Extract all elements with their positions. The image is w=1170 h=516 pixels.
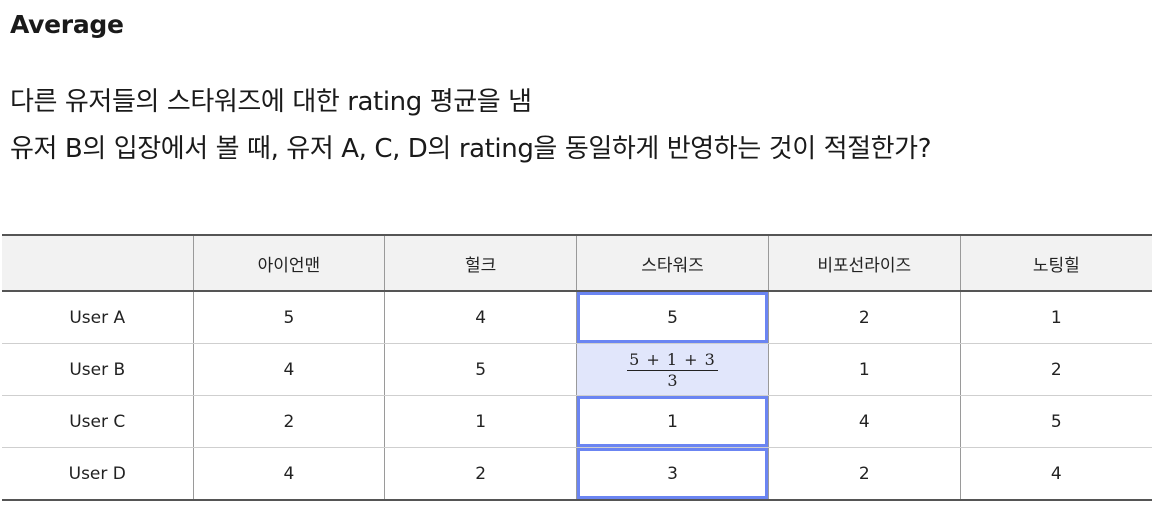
row-user-label: User A xyxy=(2,291,194,344)
fraction-numerator: 5 + 1 + 3 xyxy=(627,349,718,371)
column-header: 헐크 xyxy=(384,234,578,292)
rating-cell: 5 xyxy=(192,291,386,344)
column-header: 스타워즈 xyxy=(576,234,769,292)
rating-cell: 4 xyxy=(192,447,386,501)
page-title: Average xyxy=(10,10,124,39)
row-user-label: User C xyxy=(2,395,194,448)
column-header: 노팅힐 xyxy=(959,234,1152,292)
ratings-table: 아이언맨 헐크 스타워즈 비포선라이즈 노팅힐 User A 5 4 5 2 1… xyxy=(2,234,1152,501)
rating-cell: 2 xyxy=(767,291,961,344)
rating-cell: 2 xyxy=(959,343,1152,396)
rating-cell: 2 xyxy=(384,447,578,501)
rating-cell: 5 xyxy=(384,343,578,396)
rating-cell: 2 xyxy=(192,395,386,448)
table-row: User A 5 4 5 2 1 xyxy=(2,291,1152,344)
rating-cell: 1 xyxy=(959,291,1152,344)
rating-cell: 1 xyxy=(384,395,578,448)
rating-cell: 1 xyxy=(767,343,961,396)
table-row: User D 4 2 3 2 4 xyxy=(2,447,1152,501)
row-user-label: User B xyxy=(2,343,194,396)
highlighted-rating-cell: 1 xyxy=(576,395,769,448)
fraction-denominator: 3 xyxy=(667,370,678,390)
rating-cell: 4 xyxy=(384,291,578,344)
rating-cell: 5 xyxy=(959,395,1152,448)
corner-cell xyxy=(2,234,194,292)
average-fraction: 5 + 1 + 3 3 xyxy=(627,349,718,390)
description-line-1: 다른 유저들의 스타워즈에 대한 rating 평균을 냄 xyxy=(10,87,532,117)
highlighted-rating-cell: 3 xyxy=(576,447,769,501)
rating-cell: 2 xyxy=(767,447,961,501)
column-header: 비포선라이즈 xyxy=(767,234,961,292)
highlighted-rating-cell: 5 xyxy=(576,291,769,344)
estimated-rating-cell: 5 + 1 + 3 3 xyxy=(576,343,769,396)
description-line-2: 유저 B의 입장에서 볼 때, 유저 A, C, D의 rating을 동일하게… xyxy=(10,134,932,164)
row-user-label: User D xyxy=(2,447,194,501)
rating-cell: 4 xyxy=(767,395,961,448)
table-row: User B 4 5 5 + 1 + 3 3 1 2 xyxy=(2,343,1152,396)
rating-cell: 4 xyxy=(192,343,386,396)
table-row: User C 2 1 1 4 5 xyxy=(2,395,1152,448)
column-header: 아이언맨 xyxy=(192,234,386,292)
rating-cell: 4 xyxy=(959,447,1152,501)
table-header-row: 아이언맨 헐크 스타워즈 비포선라이즈 노팅힐 xyxy=(2,234,1152,292)
